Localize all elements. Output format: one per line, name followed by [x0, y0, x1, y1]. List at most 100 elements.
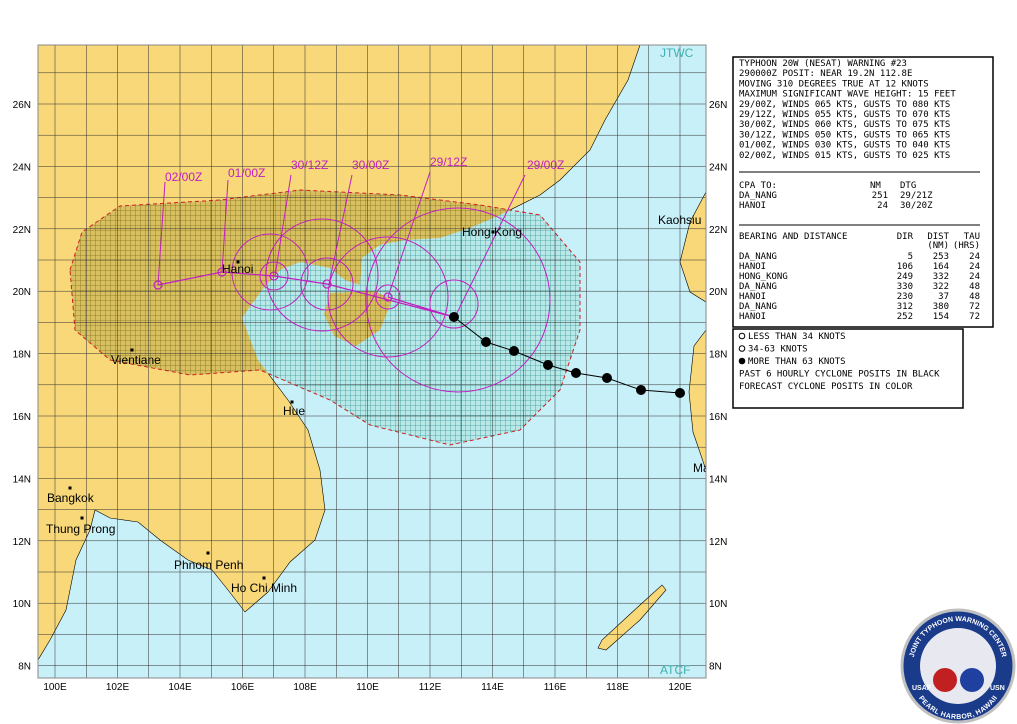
bearing-cell: 380 — [933, 302, 949, 312]
past-posit — [481, 337, 491, 347]
lat-label: 24N — [709, 162, 727, 173]
lat-label: 22N — [709, 225, 727, 236]
warning-line: 30/12Z, WINDS 050 KTS, GUSTS TO 065 KTS — [739, 130, 950, 140]
city-dot — [80, 516, 84, 520]
bearing-cell: HONG_KONG — [739, 272, 788, 282]
map-labels: JTWC ATCF 29/00Z 29/12Z 30/00Z 30/12Z 01/00Z 02… — [46, 46, 710, 677]
past-posit — [449, 312, 459, 322]
city-dot — [130, 348, 134, 352]
lon-label: 112E — [419, 682, 442, 693]
place-label: Vientiane — [111, 353, 161, 367]
lat-label: 10N — [13, 599, 31, 610]
agency: ATCF — [660, 663, 690, 677]
seal-right: USN — [990, 685, 1005, 692]
forecast-posit — [383, 292, 393, 302]
cpa-header: NM — [870, 181, 881, 191]
lat-label: 12N — [709, 537, 727, 548]
warning-line: 29/00Z, WINDS 065 KTS, GUSTS TO 080 KTS — [739, 100, 950, 110]
bearing-cell: 312 — [897, 302, 913, 312]
seal: JOINT TYPHOON WARNING CENTER PEARL HARBO… — [900, 608, 1016, 724]
bearing-cell: 48 — [969, 282, 980, 292]
place-label: Ma — [693, 461, 710, 475]
city-dot — [290, 400, 294, 404]
past-posit — [543, 360, 553, 370]
lat-label: 22N — [13, 225, 31, 236]
bearing-cell: DA_NANG — [739, 302, 777, 312]
bearing-cell: 154 — [933, 312, 949, 322]
bearing-cell: 332 — [933, 272, 949, 282]
bearing-cell: 253 — [933, 252, 949, 262]
bearing-header: BEARING AND DISTANCE — [739, 232, 847, 242]
cpa-cell: DA_NANG — [739, 191, 777, 201]
forecast-label: 29/00Z — [527, 158, 564, 172]
lon-label: 118E — [606, 682, 629, 693]
agency: JTWC — [660, 46, 694, 60]
bearing-cell: 24 — [969, 262, 980, 272]
bearing-cell: 37 — [938, 292, 949, 302]
past-posit — [675, 388, 685, 398]
place-label: Phnom Penh — [174, 558, 243, 572]
forecast-posit — [153, 280, 163, 290]
lon-label: 110E — [356, 682, 379, 693]
forecast-positions — [153, 267, 393, 302]
city-dot — [236, 260, 240, 264]
bearing-cell: 330 — [897, 282, 913, 292]
past-posit — [602, 373, 612, 383]
lat-label: 12N — [13, 537, 31, 548]
warning-line: 290000Z POSIT: NEAR 19.2N 112.8E — [739, 69, 912, 79]
bearing-cell: 72 — [969, 302, 980, 312]
forecast-posit — [322, 279, 332, 289]
bearing-cell: 322 — [933, 282, 949, 292]
bearing-cell: 106 — [897, 262, 913, 272]
bearing-cell: 72 — [969, 312, 980, 322]
forecast-posit — [217, 267, 227, 277]
legend-line: 34-63 KNOTS — [748, 345, 808, 355]
lat-label: 18N — [13, 350, 31, 361]
bearing-header: TAU — [964, 232, 980, 242]
legend-line: FORECAST CYCLONE POSITS IN COLOR — [739, 382, 913, 392]
forecast-label: 30/12Z — [291, 158, 328, 172]
bearing-cell: 24 — [969, 252, 980, 262]
lon-label: 120E — [668, 682, 692, 693]
lat-label: 20N — [709, 287, 727, 298]
legend-symbol — [738, 357, 746, 365]
bearing-cell: 48 — [969, 292, 980, 302]
past-posit — [636, 385, 646, 395]
cpa-cell: 251 — [872, 191, 888, 201]
wind-radii — [157, 171, 551, 393]
warning-line: MAXIMUM SIGNIFICANT WAVE HEIGHT: 15 FEET — [739, 90, 956, 100]
cpa-cell: HANOI — [739, 201, 766, 211]
place-label: Hanoi — [222, 262, 253, 276]
city-dot — [262, 576, 266, 580]
bearing-cell: 249 — [897, 272, 913, 282]
bearing-cell: 5 — [908, 252, 913, 262]
warning-line: 29/12Z, WINDS 055 KTS, GUSTS TO 070 KTS — [739, 110, 950, 120]
lat-label: 20N — [13, 287, 31, 298]
map-frame — [37, 44, 707, 679]
bearing-cell: 164 — [933, 262, 949, 272]
lat-label: 26N — [13, 100, 31, 111]
lon-label: 116E — [544, 682, 567, 693]
forecast-label: 02/00Z — [165, 170, 202, 184]
place-label: Thung Prong — [46, 522, 115, 536]
bearing-cell: HANOI — [739, 262, 766, 272]
bearing-cell: DA_NANG — [739, 282, 777, 292]
map: JTWC ATCF 29/00Z 29/12Z 30/00Z 30/12Z 01/00Z 02… — [38, 45, 710, 678]
seal-left: USAF — [912, 685, 932, 692]
place-label: Hue — [283, 404, 305, 418]
grid — [38, 45, 706, 678]
lon-label: 100E — [43, 682, 67, 693]
legend-box — [732, 328, 964, 409]
bearing-unit: (NM) — [927, 241, 949, 251]
bearing-cell: DA_NANG — [739, 252, 777, 262]
city-dot — [206, 551, 210, 555]
legend-line: LESS THAN 34 KNOTS — [748, 332, 846, 342]
forecast-posit — [269, 271, 279, 281]
bearing-cell: 24 — [969, 272, 980, 282]
lat-label: 16N — [709, 412, 727, 423]
lat-label: 10N — [709, 599, 727, 610]
info-box — [732, 56, 994, 328]
bearing-cell: HANOI — [739, 292, 766, 302]
